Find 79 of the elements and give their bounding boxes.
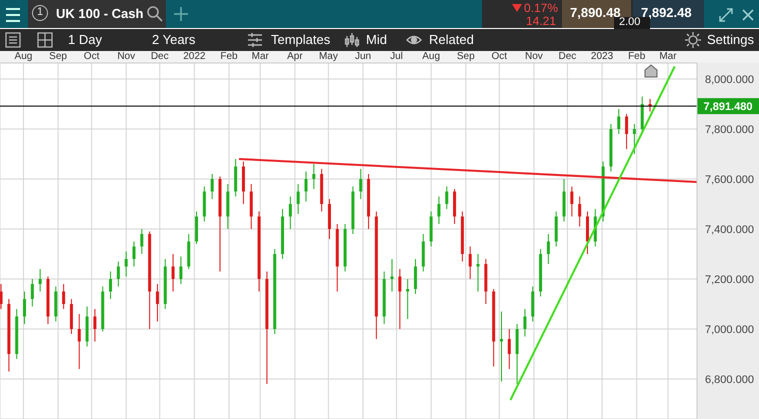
text: UK 100 - Cash	[56, 6, 144, 21]
y-tick-label: 7,000.000	[705, 324, 754, 336]
candlestick	[93, 308, 96, 342]
candlestick	[38, 268, 42, 292]
y-tick-label: 7,200.000	[705, 274, 754, 286]
x-tick-label: Oct	[84, 51, 100, 62]
candlestick	[179, 256, 182, 284]
text: 1 Day	[68, 32, 102, 47]
candlestick	[124, 251, 128, 277]
x-tick-label: Jun	[354, 51, 372, 62]
candlestick	[625, 114, 628, 150]
x-tick-label: Mar	[252, 51, 270, 62]
x-tick-label: Nov	[525, 51, 543, 62]
x-tick-label: 2022	[183, 51, 206, 62]
x-tick-label: Sep	[456, 51, 476, 62]
x-tick-label: Dec	[150, 51, 169, 62]
x-tick-label: Apr	[287, 51, 304, 62]
candlestick	[406, 278, 410, 320]
x-tick-label: May	[318, 51, 338, 62]
text: 1	[37, 6, 44, 18]
x-tick-label: Sep	[49, 51, 68, 62]
candlestick	[304, 171, 308, 202]
candlestick	[570, 186, 574, 217]
candlestick	[398, 268, 402, 330]
candlestick	[62, 284, 66, 310]
text: Templates	[271, 32, 330, 47]
candlestick	[390, 258, 394, 292]
text: 2 Years	[152, 32, 196, 47]
x-tick-label: 2023	[590, 51, 614, 62]
candlestick	[172, 254, 175, 292]
candlestick	[78, 314, 81, 370]
x-tick-label: Mar	[659, 51, 678, 62]
candlestick	[359, 168, 362, 200]
x-tick-label: Feb	[220, 51, 238, 62]
y-tick-label: 8,000.000	[705, 74, 754, 86]
candlestick	[508, 328, 511, 370]
x-tick-label: Nov	[117, 51, 136, 62]
text: 7,892.48	[641, 5, 692, 20]
x-tick-label: Aug	[422, 51, 440, 62]
candlestick	[578, 196, 582, 227]
candlestick	[23, 291, 26, 324]
candlestick	[109, 271, 112, 300]
candlestick	[312, 164, 316, 190]
candlestick	[546, 234, 550, 264]
candlestick	[156, 284, 159, 322]
candlestick	[523, 308, 526, 337]
candlestick	[116, 261, 120, 287]
candlestick	[296, 184, 300, 214]
text: Mid	[366, 32, 387, 47]
candlestick	[140, 228, 144, 254]
y-tick-label: 7,800.000	[705, 124, 754, 136]
text: 7,890.48	[570, 5, 621, 20]
text: 14.21	[526, 14, 556, 28]
candlestick	[210, 174, 214, 200]
candlestick	[476, 254, 480, 292]
x-tick-label: Aug	[14, 51, 32, 62]
text: 2.00	[619, 16, 640, 28]
candlestick	[414, 258, 417, 294]
candlestick	[468, 246, 472, 280]
candlestick	[632, 124, 636, 154]
x-tick-label: Dec	[558, 51, 576, 62]
candlestick	[30, 278, 34, 307]
y-tick-label: 7,600.000	[705, 174, 754, 186]
text: 0.17%	[524, 1, 558, 15]
x-tick-label: Jul	[390, 51, 403, 62]
candlestick	[500, 311, 503, 382]
candlestick	[132, 241, 136, 267]
x-tick-label: Feb	[628, 51, 646, 62]
candlestick	[288, 196, 292, 230]
candlestick	[445, 186, 448, 210]
y-tick-label: 7,400.000	[705, 224, 754, 236]
candlestick	[617, 108, 620, 134]
candlestick	[437, 196, 440, 224]
x-tick-label: Oct	[492, 51, 508, 62]
text: Settings	[707, 32, 754, 47]
text: Related	[429, 32, 474, 47]
ref-line-label: 7,891.480	[704, 101, 752, 114]
candlestick	[0, 284, 3, 310]
y-tick-label: 6,800.000	[705, 374, 754, 386]
